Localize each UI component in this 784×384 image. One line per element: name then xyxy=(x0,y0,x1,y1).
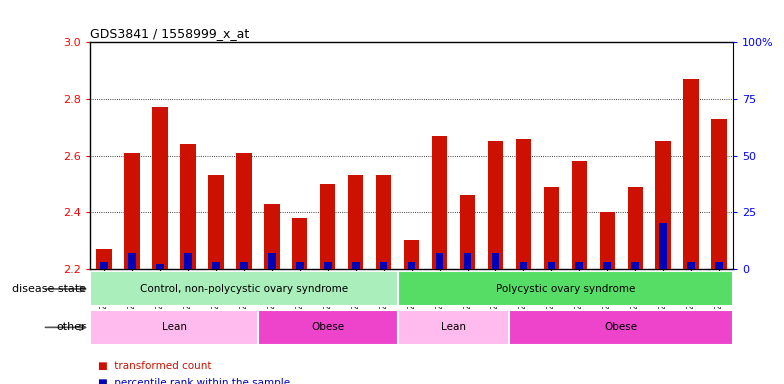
Bar xyxy=(348,175,364,269)
Bar xyxy=(711,119,727,269)
Bar xyxy=(129,253,136,269)
Bar xyxy=(125,153,140,269)
Bar xyxy=(408,262,416,269)
Bar xyxy=(488,141,503,269)
Bar xyxy=(268,253,276,269)
Bar xyxy=(152,108,168,269)
Bar xyxy=(600,212,615,269)
Bar xyxy=(209,175,223,269)
Bar xyxy=(240,262,248,269)
Bar xyxy=(432,136,447,269)
Bar xyxy=(90,310,258,345)
Text: disease state: disease state xyxy=(12,284,86,294)
Bar xyxy=(492,253,499,269)
Bar xyxy=(264,204,280,269)
Bar xyxy=(404,240,419,269)
Bar xyxy=(572,161,587,269)
Bar xyxy=(631,262,639,269)
Bar xyxy=(684,79,699,269)
Text: Lean: Lean xyxy=(441,322,466,333)
Bar xyxy=(715,262,723,269)
Text: Control, non-polycystic ovary syndrome: Control, non-polycystic ovary syndrome xyxy=(140,284,348,294)
Text: other: other xyxy=(56,322,86,333)
Bar xyxy=(463,253,471,269)
Bar xyxy=(376,175,391,269)
Bar xyxy=(510,310,733,345)
Bar xyxy=(324,262,332,269)
Bar xyxy=(655,141,671,269)
Bar xyxy=(352,262,360,269)
Bar xyxy=(320,184,336,269)
Text: Obese: Obese xyxy=(311,322,344,333)
Bar xyxy=(436,253,444,269)
Bar xyxy=(156,264,164,269)
Text: Obese: Obese xyxy=(604,322,638,333)
Bar xyxy=(379,262,387,269)
Bar xyxy=(604,262,611,269)
Text: ■  transformed count: ■ transformed count xyxy=(98,361,212,371)
Bar xyxy=(688,262,695,269)
Bar xyxy=(258,310,397,345)
Bar xyxy=(180,144,196,269)
Bar xyxy=(236,153,252,269)
Text: Lean: Lean xyxy=(162,322,187,333)
Bar xyxy=(627,187,643,269)
Bar xyxy=(184,253,192,269)
Bar xyxy=(516,139,531,269)
Bar xyxy=(575,262,583,269)
Bar xyxy=(90,271,397,306)
Bar xyxy=(547,262,555,269)
Bar xyxy=(397,310,510,345)
Bar xyxy=(459,195,475,269)
Bar xyxy=(543,187,559,269)
Bar xyxy=(296,262,303,269)
Text: GDS3841 / 1558999_x_at: GDS3841 / 1558999_x_at xyxy=(90,26,249,40)
Bar xyxy=(100,262,108,269)
Bar xyxy=(96,249,112,269)
Bar xyxy=(520,262,528,269)
Bar xyxy=(659,223,667,269)
Bar xyxy=(397,271,733,306)
Text: Polycystic ovary syndrome: Polycystic ovary syndrome xyxy=(495,284,635,294)
Bar xyxy=(212,262,220,269)
Bar xyxy=(292,218,307,269)
Text: ■  percentile rank within the sample: ■ percentile rank within the sample xyxy=(98,378,290,384)
